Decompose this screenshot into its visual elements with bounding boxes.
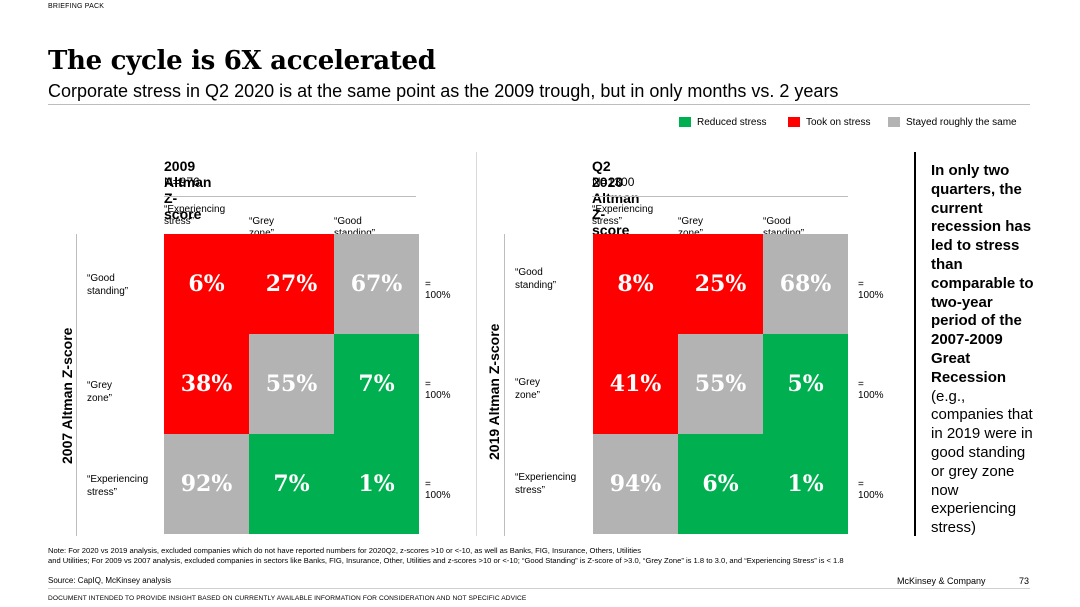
footer-divider (48, 588, 1030, 589)
matrix-cell: 5% (763, 334, 848, 434)
slide-subtitle: Corporate stress in Q2 2020 is at the sa… (48, 81, 839, 101)
legend-same: Stayed roughly the same (888, 116, 1017, 128)
col-header-good: “Good standing” (763, 216, 804, 239)
row-label-experiencing: “Experiencing stress” (87, 474, 149, 498)
matrix-separator (476, 152, 477, 536)
callout-text: In only two quarters, the current recess… (931, 162, 1036, 538)
row-label-grey: “Grey zone” (515, 377, 541, 401)
row-label-grey: “Grey zone” (87, 380, 113, 404)
briefing-pack-tag: BRIEFING PACK (48, 3, 105, 10)
row-label-good: “Good standing” (87, 273, 129, 297)
callout-normal: (e.g., companies that in 2019 were in go… (931, 387, 1033, 537)
matrix-cell: 55% (678, 334, 763, 434)
matrix-cell: 6% (678, 434, 763, 534)
row-total: = 100% (858, 479, 884, 501)
matrix-title: 2009 Altman Z-score (164, 158, 212, 222)
col-header-good: “Good standing” (334, 216, 375, 239)
matrix-cell: 92% (164, 434, 249, 534)
legend-reduced: Reduced stress (679, 116, 766, 128)
brand-name: McKinsey & Company (897, 576, 986, 586)
matrix-cell: 41% (593, 334, 678, 434)
matrix-cell: 25% (678, 234, 763, 334)
matrix-cell: 55% (249, 334, 334, 434)
matrix-n: N=1300 (592, 175, 635, 189)
callout-bold: In only two quarters, the current recess… (931, 162, 1034, 386)
matrix-title-rule (592, 196, 848, 197)
legend-same-label: Stayed roughly the same (906, 116, 1017, 128)
callout-bar (914, 152, 916, 536)
row-total: = 100% (425, 379, 451, 401)
row-axis-label: 2007 Altman Z-score (59, 327, 75, 464)
matrix-cell: 27% (249, 234, 334, 334)
matrix-cell: 68% (763, 234, 848, 334)
row-axis-rule (76, 234, 77, 536)
row-total: = 100% (858, 379, 884, 401)
footnote: Note: For 2020 vs 2019 analysis, exclude… (48, 546, 844, 565)
legend-took-label: Took on stress (806, 116, 871, 128)
slide-title: The cycle is 6X accelerated (48, 46, 436, 76)
row-total: = 100% (858, 279, 884, 301)
reduced-swatch-icon (679, 117, 691, 127)
title-divider (48, 104, 1030, 105)
matrix-cell: 94% (593, 434, 678, 534)
row-total: = 100% (425, 279, 451, 301)
page-number: 73 (1019, 576, 1030, 586)
row-label-experiencing: “Experiencing stress” (515, 472, 577, 496)
legend-reduced-label: Reduced stress (697, 116, 767, 128)
row-total: = 100% (425, 479, 451, 501)
row-axis-label: 2019 Altman Z-score (486, 323, 502, 460)
matrix-cell: 7% (334, 334, 419, 434)
legend-took: Took on stress (788, 116, 870, 128)
matrix-cell: 67% (334, 234, 419, 334)
col-header-grey: “Grey zone” (249, 216, 274, 239)
source-note: Source: CapIQ, McKinsey analysis (48, 576, 172, 585)
col-header-experiencing: “Experiencing stress” (592, 204, 654, 227)
matrix-cell: 6% (164, 234, 249, 334)
matrix-title-rule (164, 196, 416, 197)
matrix-n: N=976 (164, 175, 200, 189)
matrix-cell: 38% (164, 334, 249, 434)
matrix-cell: 8% (593, 234, 678, 334)
matrix-cell: 1% (763, 434, 848, 534)
took-swatch-icon (788, 117, 800, 127)
col-header-experiencing: “Experiencing stress” (164, 204, 226, 227)
same-swatch-icon (888, 117, 900, 127)
col-header-grey: “Grey zone” (678, 216, 703, 239)
matrix-cell: 1% (334, 434, 419, 534)
row-label-good: “Good standing” (515, 267, 557, 291)
disclaimer: DOCUMENT INTENDED TO PROVIDE INSIGHT BAS… (48, 595, 527, 602)
row-axis-rule (504, 234, 505, 536)
matrix-cell: 7% (249, 434, 334, 534)
